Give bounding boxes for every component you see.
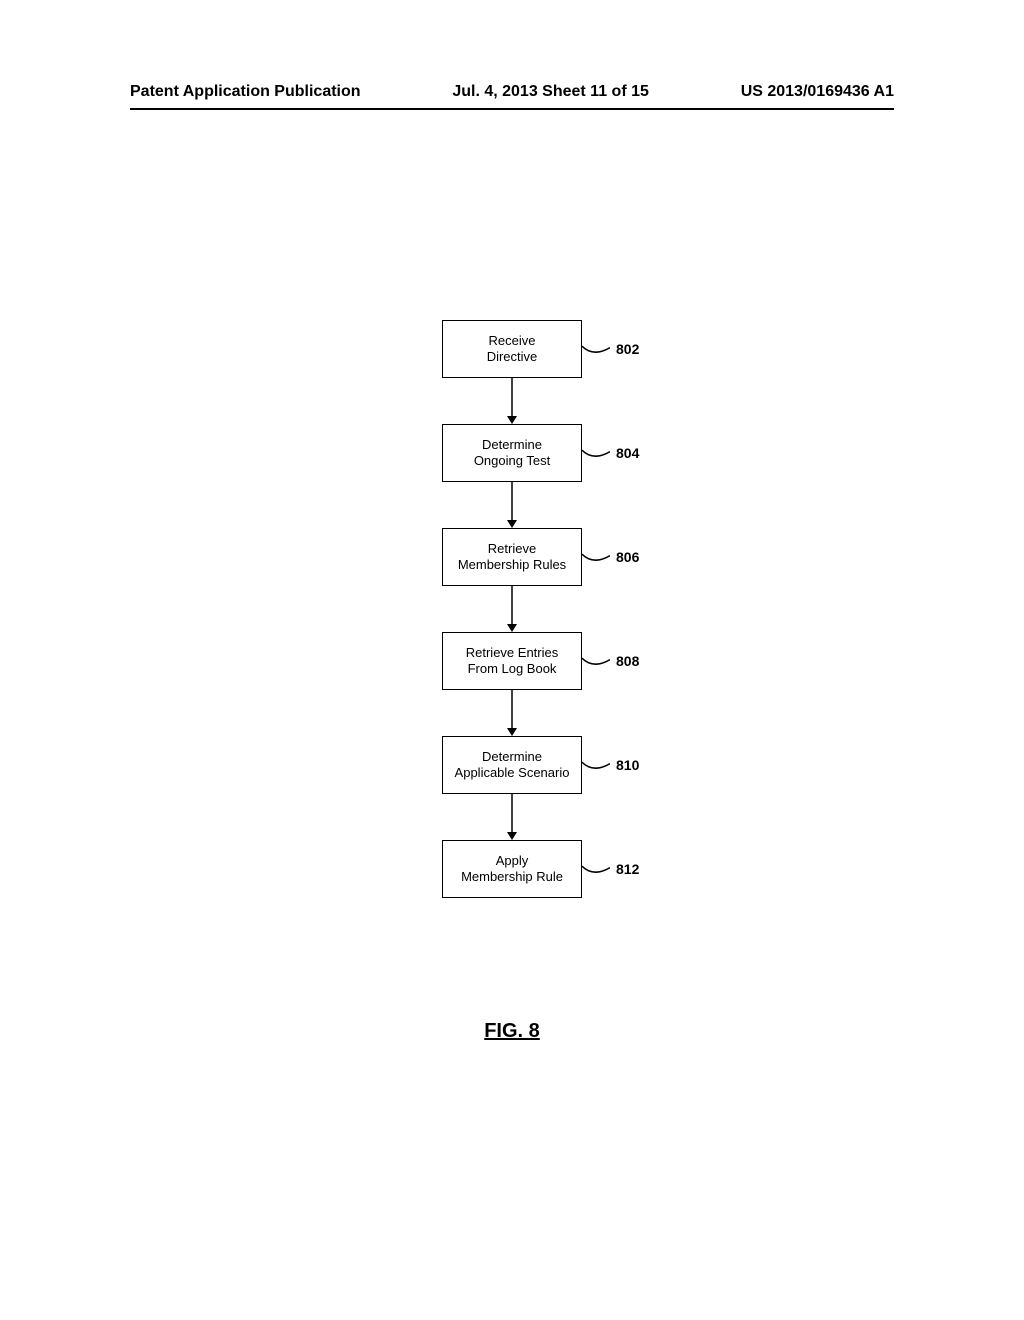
flow-box-line: Membership Rules (458, 557, 566, 573)
ref-lead (582, 342, 610, 356)
flow-step: ApplyMembership Rule 812 (368, 840, 656, 898)
ref-lead (582, 862, 610, 876)
ref-lead (582, 758, 610, 772)
flow-step: DetermineApplicable Scenario 810 (368, 736, 656, 794)
flow-box: DetermineOngoing Test (442, 424, 582, 482)
ref-number: 806 (616, 549, 656, 565)
flowchart: ReceiveDirective802DetermineOngoing Test… (0, 320, 1024, 898)
flow-arrow (504, 482, 520, 528)
flow-box-line: Determine (482, 437, 542, 453)
flow-box-line: Determine (482, 749, 542, 765)
ref-number: 802 (616, 341, 656, 357)
flow-step: ReceiveDirective 802 (368, 320, 656, 378)
flow-arrow (504, 378, 520, 424)
header-left: Patent Application Publication (130, 83, 361, 101)
flow-arrow (504, 794, 520, 840)
flow-box: DetermineApplicable Scenario (442, 736, 582, 794)
header-right: US 2013/0169436 A1 (741, 83, 894, 101)
flow-step: DetermineOngoing Test 804 (368, 424, 656, 482)
ref-number: 812 (616, 861, 656, 877)
flow-step: RetrieveMembership Rules 806 (368, 528, 656, 586)
flow-arrow (504, 586, 520, 632)
figure-label: FIG. 8 (0, 1020, 1024, 1043)
flow-box-line: Retrieve (488, 541, 536, 557)
flow-box-line: Membership Rule (461, 869, 563, 885)
flow-box-line: Receive (489, 333, 536, 349)
ref-number: 810 (616, 757, 656, 773)
header-center: Jul. 4, 2013 Sheet 11 of 15 (452, 83, 649, 101)
ref-lead (582, 446, 610, 460)
flow-box-line: Apply (496, 853, 529, 869)
flow-box-line: From Log Book (468, 661, 557, 677)
page: Patent Application Publication Jul. 4, 2… (0, 0, 1024, 1320)
ref-number: 804 (616, 445, 656, 461)
flow-box: ReceiveDirective (442, 320, 582, 378)
page-header: Patent Application Publication Jul. 4, 2… (130, 83, 894, 101)
flow-box-line: Retrieve Entries (466, 645, 558, 661)
flow-box-line: Directive (487, 349, 538, 365)
flow-box: Retrieve EntriesFrom Log Book (442, 632, 582, 690)
ref-lead (582, 654, 610, 668)
flow-box-line: Ongoing Test (474, 453, 550, 469)
flow-box-line: Applicable Scenario (455, 765, 570, 781)
ref-number: 808 (616, 653, 656, 669)
flow-step: Retrieve EntriesFrom Log Book 808 (368, 632, 656, 690)
flow-arrow (504, 690, 520, 736)
header-rule (130, 108, 894, 110)
flow-box: ApplyMembership Rule (442, 840, 582, 898)
flow-box: RetrieveMembership Rules (442, 528, 582, 586)
ref-lead (582, 550, 610, 564)
